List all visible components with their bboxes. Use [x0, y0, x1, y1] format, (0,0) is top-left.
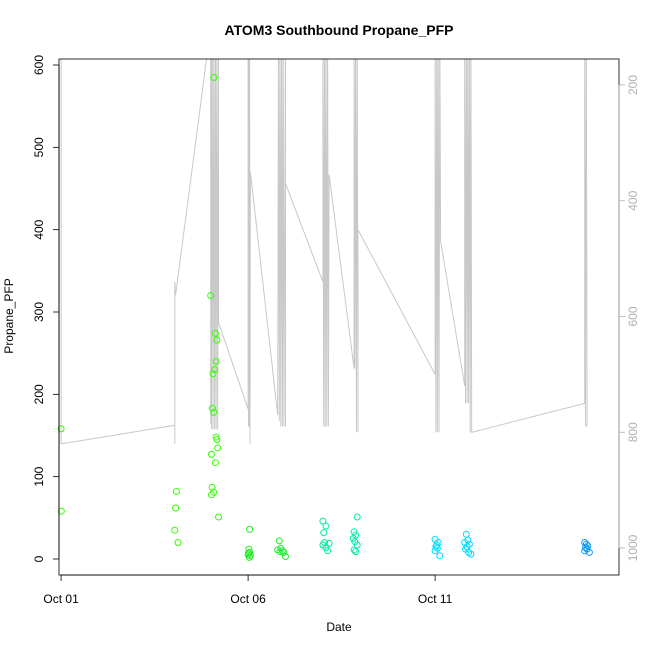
- plot-frame: [58, 58, 620, 576]
- data-point: [208, 404, 216, 412]
- x-axis-label: Date: [326, 620, 352, 634]
- right-tick-label: 200: [626, 75, 640, 95]
- data-point: [275, 537, 283, 545]
- right-tick-label: 1000: [626, 534, 640, 561]
- data-point: [350, 528, 358, 536]
- data-point: [467, 550, 475, 558]
- data-point: [213, 436, 221, 444]
- y-axis-label: Propane_PFP: [2, 278, 16, 353]
- data-point: [207, 292, 215, 299]
- data-point: [324, 547, 332, 555]
- data-point: [211, 459, 219, 467]
- data-points-layer: [57, 73, 593, 561]
- data-point: [349, 534, 357, 542]
- pressure-trace-layer: [60, 59, 588, 445]
- data-point: [431, 547, 439, 555]
- data-point: [585, 548, 593, 556]
- data-point: [172, 504, 180, 512]
- data-point: [280, 548, 288, 556]
- data-point: [581, 547, 589, 555]
- chart-title: ATOM3 Southbound Propane_PFP: [225, 22, 454, 38]
- data-point: [282, 553, 289, 560]
- data-point: [211, 329, 219, 337]
- data-point: [57, 425, 65, 433]
- data-point: [353, 541, 361, 549]
- data-point: [246, 525, 254, 533]
- data-point: [215, 513, 222, 521]
- y-tick-label: 400: [32, 219, 46, 239]
- x-tick-label: Oct 01: [43, 592, 79, 606]
- y-tick-label: 100: [32, 466, 46, 486]
- data-point: [171, 526, 179, 534]
- data-point: [208, 491, 215, 499]
- y-tick-label: 0: [32, 555, 46, 562]
- data-point: [320, 529, 328, 537]
- data-point: [210, 73, 218, 81]
- data-point: [353, 513, 361, 521]
- data-point: [245, 549, 252, 557]
- data-point: [214, 444, 222, 452]
- x-tick-label: Oct 11: [418, 592, 453, 606]
- data-point: [582, 540, 590, 548]
- data-point: [465, 540, 473, 548]
- data-point: [322, 522, 330, 530]
- data-point: [582, 544, 589, 551]
- data-point: [462, 530, 470, 538]
- data-point: [432, 543, 440, 551]
- right-tick-label: 800: [626, 422, 640, 442]
- right-tick-label: 400: [626, 190, 640, 210]
- axes-layer: 0 100 200 300 400 500 600 Oct 01 Oct 06 Oct 11 200…: [32, 55, 640, 606]
- data-point: [208, 483, 216, 491]
- data-point: [322, 544, 330, 551]
- data-point: [319, 517, 327, 525]
- data-point: [174, 539, 182, 546]
- data-point: [208, 450, 215, 458]
- y-tick-label: 500: [32, 137, 46, 157]
- x-tick-label: Oct 06: [230, 592, 266, 606]
- data-point: [172, 488, 180, 495]
- data-point: [245, 553, 253, 561]
- data-point: [436, 552, 444, 560]
- y-tick-label: 300: [32, 302, 46, 322]
- data-point: [352, 548, 360, 556]
- data-point: [350, 546, 358, 554]
- data-point: [212, 357, 220, 365]
- data-point: [213, 336, 221, 344]
- data-point: [210, 408, 218, 416]
- data-point: [276, 548, 284, 556]
- y-tick-label: 200: [32, 384, 46, 404]
- right-tick-label: 600: [626, 306, 640, 326]
- data-point: [209, 370, 217, 378]
- data-point: [57, 507, 65, 515]
- y-tick-label: 600: [32, 55, 46, 75]
- data-point: [211, 366, 219, 374]
- pressure-trace-line: [60, 59, 588, 445]
